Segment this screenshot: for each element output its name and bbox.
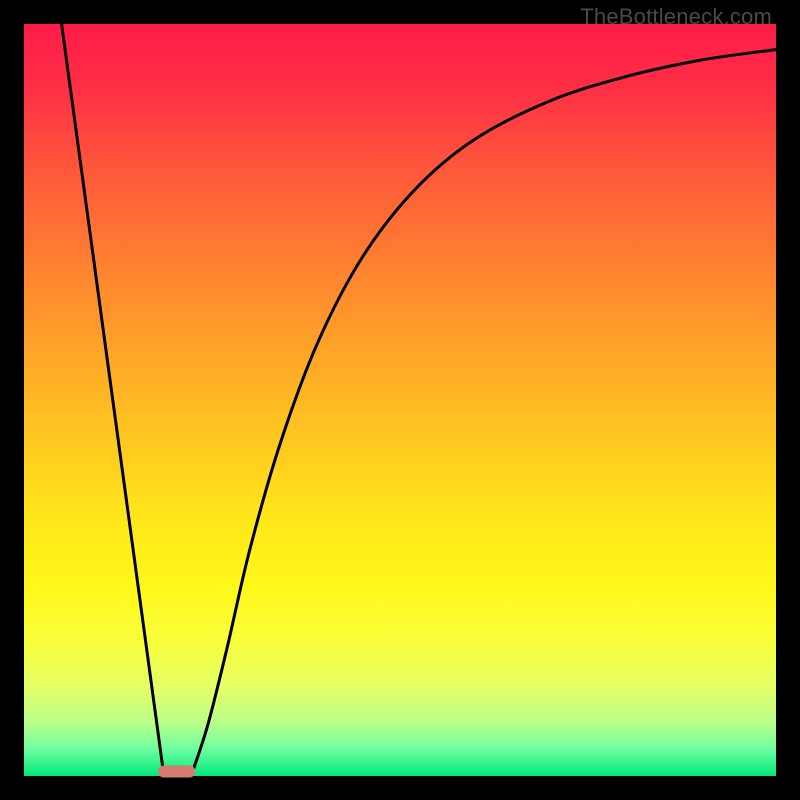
bottleneck-chart xyxy=(0,0,800,800)
watermark-text: TheBottleneck.com xyxy=(580,4,772,30)
chart-background-gradient xyxy=(24,24,776,776)
optimum-marker xyxy=(158,765,196,777)
chart-container: TheBottleneck.com xyxy=(0,0,800,800)
